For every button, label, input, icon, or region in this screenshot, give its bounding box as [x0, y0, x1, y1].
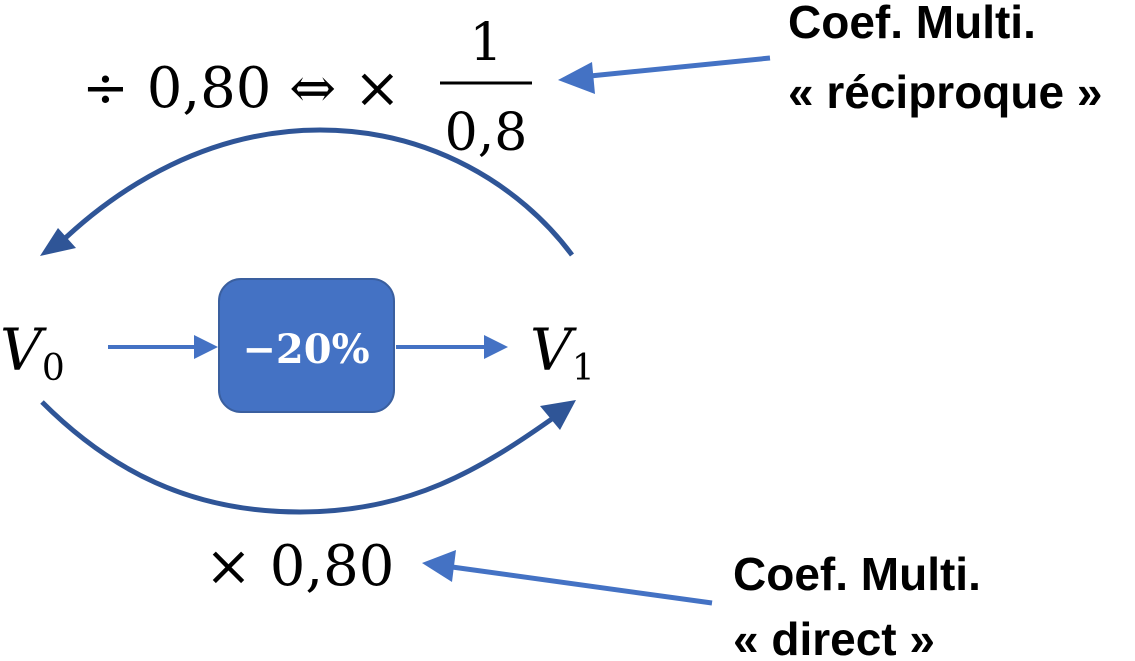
reciprocal-pointer	[589, 55, 771, 79]
end-value-base: V	[530, 316, 577, 384]
reciprocal-numerator: 1	[469, 13, 502, 73]
direct-note-line2: « direct »	[733, 613, 935, 661]
reciprocal-expression-lead: ÷ 0,80 ⇔ ×	[82, 56, 401, 121]
reciprocal-note-line1: Coef. Multi.	[788, 0, 1036, 48]
reciprocal-pointer-head	[558, 62, 595, 94]
direct-note-line1: Coef. Multi.	[733, 548, 981, 600]
direct-arc	[40, 400, 558, 515]
end-value-subscript: 1	[572, 348, 595, 389]
start-value-subscript: 0	[42, 348, 65, 389]
reciprocal-note-line2: « réciproque »	[788, 66, 1102, 118]
reciprocal-denominator: 0,8	[445, 103, 528, 163]
arrow-v0-to-box-head	[194, 335, 218, 359]
reciprocal-arc-arrowhead	[40, 228, 76, 256]
operation-label: −20%	[242, 326, 369, 373]
start-value-label: V0	[0, 316, 65, 389]
direct-arc-arrowhead	[540, 400, 576, 430]
arrow-box-to-v1-head	[484, 335, 508, 359]
direct-pointer-head	[422, 550, 456, 582]
direct-expression: × 0,80	[205, 534, 394, 599]
end-value-label: V1	[530, 316, 595, 389]
operation-box	[218, 278, 395, 413]
reciprocal-arc	[56, 127, 575, 257]
direct-pointer	[451, 564, 713, 606]
start-value-base: V	[0, 316, 47, 384]
